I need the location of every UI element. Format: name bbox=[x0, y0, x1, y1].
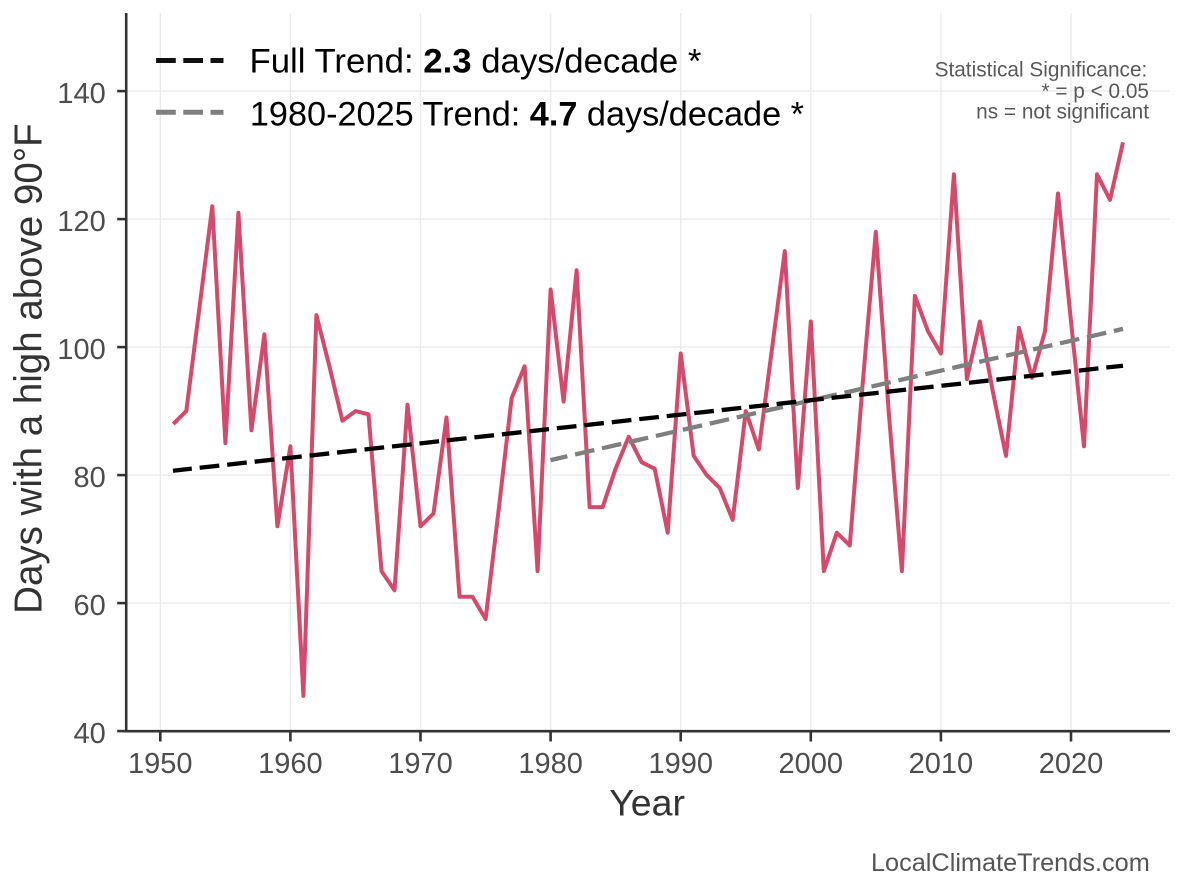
svg-text:ns = not significant: ns = not significant bbox=[976, 101, 1149, 124]
svg-text:2020: 2020 bbox=[1039, 748, 1104, 780]
svg-text:Days with a high above 90°F: Days with a high above 90°F bbox=[8, 123, 51, 613]
svg-text:1960: 1960 bbox=[258, 748, 323, 780]
svg-text:Statistical Significance:: Statistical Significance: bbox=[935, 59, 1148, 82]
svg-text:1990: 1990 bbox=[648, 748, 713, 780]
svg-text:40: 40 bbox=[74, 718, 106, 750]
svg-text:1950: 1950 bbox=[128, 748, 193, 780]
svg-text:80: 80 bbox=[74, 462, 106, 494]
svg-text:2000: 2000 bbox=[779, 748, 844, 780]
svg-text:140: 140 bbox=[57, 78, 105, 110]
svg-text:100: 100 bbox=[57, 334, 105, 366]
svg-text:1980-2025 Trend: 4.7 days/deca: 1980-2025 Trend: 4.7 days/decade * bbox=[250, 96, 804, 134]
svg-text:* = p < 0.05: * = p < 0.05 bbox=[1041, 80, 1149, 103]
svg-text:120: 120 bbox=[57, 206, 105, 238]
svg-text:60: 60 bbox=[74, 590, 106, 622]
svg-text:2010: 2010 bbox=[909, 748, 974, 780]
svg-text:1970: 1970 bbox=[388, 748, 453, 780]
svg-text:Full Trend: 2.3 days/decade *: Full Trend: 2.3 days/decade * bbox=[250, 42, 702, 80]
svg-text:Year: Year bbox=[609, 781, 685, 823]
svg-text:1980: 1980 bbox=[518, 748, 583, 780]
svg-text:LocalClimateTrends.com: LocalClimateTrends.com bbox=[871, 849, 1150, 877]
